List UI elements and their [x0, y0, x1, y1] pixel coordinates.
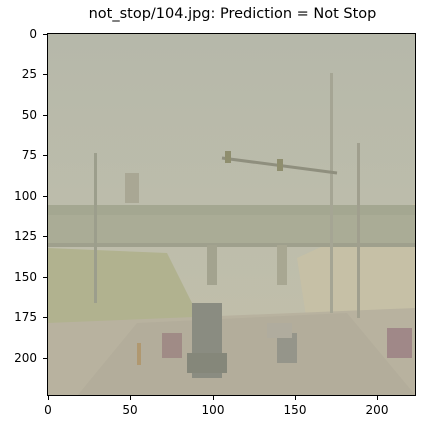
- y-tick-mark: [43, 277, 47, 278]
- y-tick-label: 0: [29, 27, 37, 41]
- x-tick-label: 0: [44, 403, 52, 417]
- y-tick-label: 200: [14, 351, 37, 365]
- y-tick-mark: [43, 196, 47, 197]
- y-tick-mark: [43, 34, 47, 35]
- x-tick-label: 150: [283, 403, 307, 417]
- y-tick-mark: [43, 236, 47, 237]
- x-tick-mark: [377, 396, 378, 400]
- x-tick-label: 100: [201, 403, 225, 417]
- y-tick-label: 125: [14, 229, 37, 243]
- y-tick-label: 25: [21, 67, 37, 81]
- y-tick-mark: [43, 155, 47, 156]
- plot-title: not_stop/104.jpg: Prediction = Not Stop: [88, 6, 377, 22]
- x-tick-label: 50: [122, 403, 138, 417]
- x-tick-mark: [295, 396, 296, 400]
- y-tick-mark: [43, 74, 47, 75]
- y-tick-label: 100: [14, 189, 37, 203]
- y-tick-label: 175: [14, 310, 37, 324]
- y-tick-mark: [43, 358, 47, 359]
- x-tick-mark: [213, 396, 214, 400]
- x-tick-mark: [130, 396, 131, 400]
- x-tick-mark: [48, 396, 49, 400]
- y-tick-label: 150: [14, 270, 37, 284]
- x-tick-label: 200: [365, 403, 389, 417]
- y-tick-label: 50: [21, 108, 37, 122]
- y-tick-mark: [43, 317, 47, 318]
- y-tick-label: 75: [21, 148, 37, 162]
- foggy-road-scene-image: [47, 33, 416, 396]
- y-tick-mark: [43, 115, 47, 116]
